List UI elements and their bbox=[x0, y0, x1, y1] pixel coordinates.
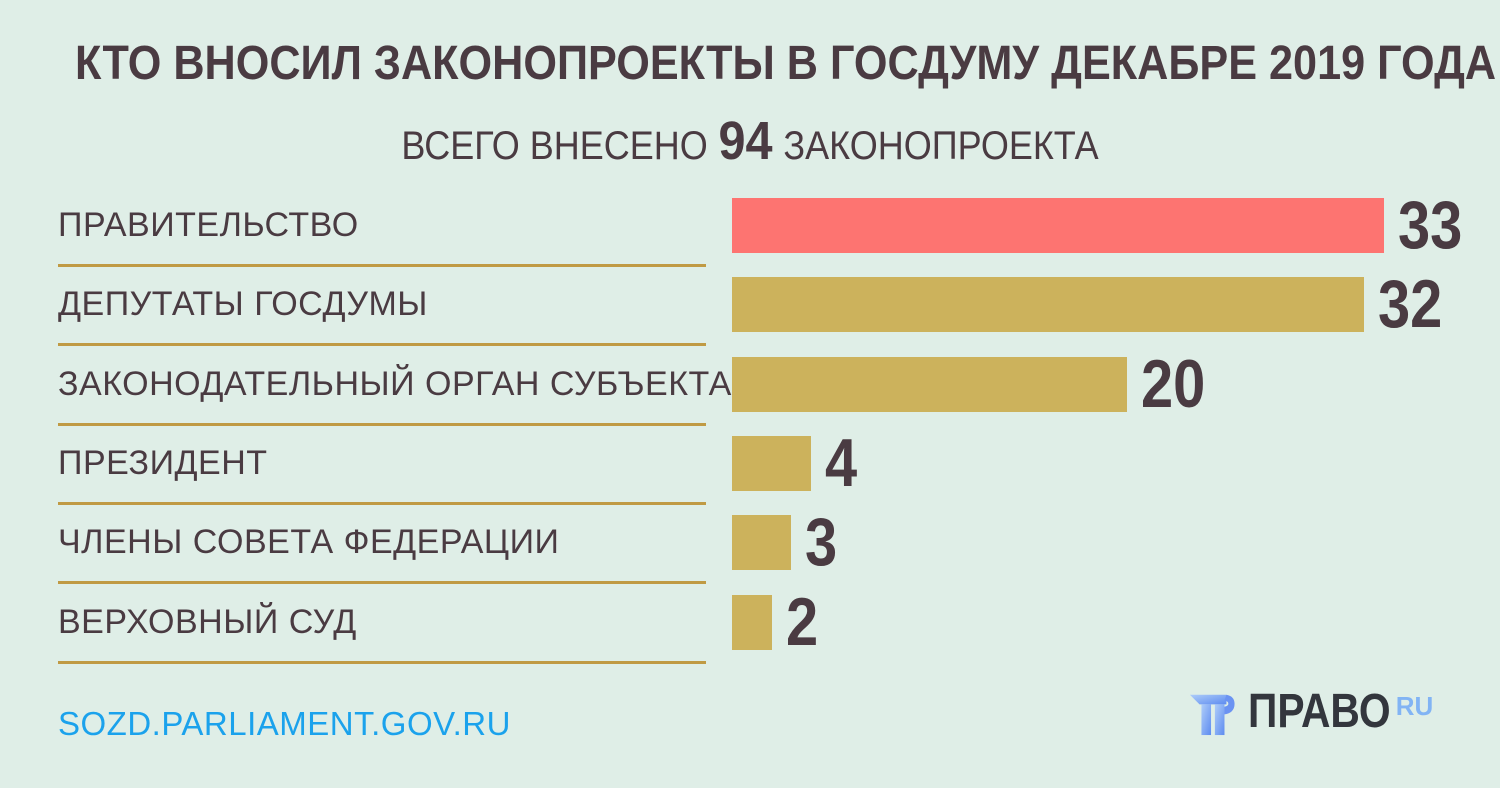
bar bbox=[732, 357, 1127, 412]
category-label: ПРЕЗИДЕНТ bbox=[58, 444, 268, 482]
subtitle-total-count: 94 bbox=[718, 111, 773, 171]
page-title: КТО ВНОСИЛ ЗАКОНОПРОЕКТЫ В ГОСДУМУ ДЕКАБ… bbox=[75, 37, 1497, 90]
chart-row: ВЕРХОВНЫЙ СУД 2 bbox=[0, 584, 1500, 675]
chart-row: ПРАВИТЕЛЬСТВО 33 bbox=[0, 187, 1500, 278]
subtitle: ВСЕГО ВНЕСЕНО 94 ЗАКОНОПРОЕКТА bbox=[75, 114, 1425, 168]
chart-row: ЧЛЕНЫ СОВЕТА ФЕДЕРАЦИИ 3 bbox=[0, 504, 1500, 595]
category-label: ДЕПУТАТЫ ГОСДУМЫ bbox=[58, 285, 428, 323]
bar bbox=[732, 595, 772, 650]
bar bbox=[732, 515, 791, 570]
bar bbox=[732, 436, 811, 491]
bar-value: 3 bbox=[805, 504, 838, 580]
bar bbox=[732, 198, 1384, 253]
bar bbox=[732, 277, 1364, 332]
row-divider bbox=[58, 661, 706, 664]
bar-value: 4 bbox=[825, 425, 858, 501]
pravo-ru-logo: ПРАВО RU bbox=[1188, 688, 1433, 736]
row-divider bbox=[58, 423, 706, 426]
chart-row: ЗАКОНОДАТЕЛЬНЫЙ ОРГАН СУБЪЕКТА 20 bbox=[0, 346, 1500, 437]
category-label: ПРАВИТЕЛЬСТВО bbox=[58, 206, 359, 244]
source-link[interactable]: SOZD.PARLIAMENT.GOV.RU bbox=[58, 705, 511, 742]
logo-domain-suffix: RU bbox=[1395, 691, 1434, 721]
subtitle-prefix: ВСЕГО ВНЕСЕНО bbox=[401, 124, 708, 168]
category-label: ЗАКОНОДАТЕЛЬНЫЙ ОРГАН СУБЪЕКТА bbox=[58, 365, 732, 403]
pravo-monogram-icon bbox=[1189, 694, 1235, 736]
row-divider bbox=[58, 581, 706, 584]
bar-chart: ПРАВИТЕЛЬСТВО 33 ДЕПУТАТЫ ГОСДУМЫ 32 ЗАК… bbox=[0, 187, 1500, 678]
row-divider bbox=[58, 264, 706, 267]
bar-value: 2 bbox=[786, 584, 819, 660]
bar-value: 33 bbox=[1398, 187, 1463, 263]
chart-row: ДЕПУТАТЫ ГОСДУМЫ 32 bbox=[0, 266, 1500, 357]
category-label: ЧЛЕНЫ СОВЕТА ФЕДЕРАЦИИ bbox=[58, 523, 560, 561]
row-divider bbox=[58, 343, 706, 346]
subtitle-suffix: ЗАКОНОПРОЕКТА bbox=[783, 124, 1099, 168]
bar-value: 20 bbox=[1141, 346, 1206, 422]
bar-value: 32 bbox=[1378, 266, 1443, 342]
row-divider bbox=[58, 502, 706, 505]
chart-row: ПРЕЗИДЕНТ 4 bbox=[0, 425, 1500, 516]
logo-wordmark: ПРАВО bbox=[1248, 685, 1391, 738]
category-label: ВЕРХОВНЫЙ СУД bbox=[58, 603, 357, 641]
